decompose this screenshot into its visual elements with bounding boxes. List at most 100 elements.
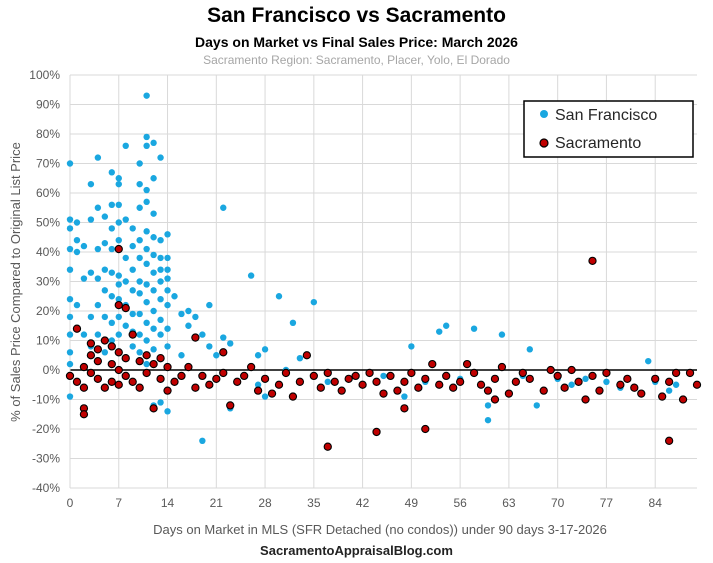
san-francisco-point — [157, 254, 164, 262]
san-francisco-point — [324, 378, 331, 385]
sacramento-point — [100, 336, 109, 345]
sacramento-point — [100, 383, 109, 392]
san-francisco-point — [213, 352, 220, 359]
san-francisco-point — [150, 210, 157, 217]
sacramento-point — [483, 386, 493, 395]
san-francisco-point — [73, 219, 81, 226]
sacramento-point — [107, 359, 116, 369]
san-francisco-point — [150, 234, 157, 241]
san-francisco-point — [206, 301, 213, 309]
san-francisco-point — [66, 313, 74, 321]
san-francisco-point — [122, 278, 129, 285]
y-tick-label: -10% — [32, 393, 60, 407]
san-francisco-point — [129, 266, 136, 273]
sacramento-point — [149, 359, 158, 369]
san-francisco-point — [66, 245, 74, 253]
san-francisco-point — [108, 201, 116, 208]
y-tick-label: 100% — [29, 68, 60, 82]
san-francisco-point — [136, 278, 143, 285]
san-francisco-point — [206, 343, 213, 350]
y-tick-label: -30% — [32, 452, 60, 466]
sacramento-point — [121, 303, 130, 313]
sacramento-point — [65, 371, 75, 381]
sacramento-point — [365, 368, 374, 378]
san-francisco-point — [401, 393, 408, 400]
sacramento-point — [525, 374, 534, 383]
sacramento-point — [323, 442, 332, 451]
san-francisco-point — [150, 325, 157, 332]
san-francisco-point — [150, 175, 157, 182]
sacramento-point — [135, 383, 144, 392]
x-tick-label: 28 — [258, 496, 272, 510]
san-francisco-point — [227, 340, 234, 347]
sacramento-point — [79, 383, 89, 392]
san-francisco-point — [94, 204, 102, 211]
sacramento-point — [93, 374, 103, 383]
san-francisco-point — [115, 219, 122, 226]
sacramento-point — [539, 386, 548, 395]
sacramento-point — [260, 374, 270, 383]
san-francisco-point — [143, 360, 150, 368]
san-francisco-point — [94, 301, 102, 309]
sacramento-point — [240, 371, 249, 381]
san-francisco-point — [157, 399, 164, 406]
sacramento-point — [156, 354, 165, 363]
san-francisco-point — [143, 260, 150, 267]
san-francisco-point — [143, 186, 150, 194]
x-tick-label: 0 — [67, 496, 74, 510]
x-tick-label: 14 — [161, 496, 175, 510]
x-tick-label: 77 — [600, 496, 614, 510]
san-francisco-point — [66, 266, 74, 273]
san-francisco-point — [150, 346, 157, 353]
sacramento-point — [233, 377, 242, 386]
sacramento-point — [253, 386, 263, 395]
san-francisco-point — [157, 154, 164, 161]
san-francisco-point — [143, 281, 150, 288]
san-francisco-point — [108, 269, 116, 276]
san-francisco-point — [157, 296, 164, 303]
y-tick-label: 90% — [36, 98, 60, 112]
san-francisco-point — [443, 322, 450, 329]
sacramento-point — [302, 351, 312, 360]
sacramento-point — [455, 377, 465, 386]
san-francisco-point — [66, 349, 74, 356]
san-francisco-point — [171, 293, 178, 300]
san-francisco-point — [66, 360, 74, 368]
sacramento-point — [469, 368, 479, 378]
sacramento-point — [107, 377, 116, 386]
san-francisco-point — [526, 346, 533, 353]
sacramento-point — [177, 371, 186, 381]
san-francisco-point — [66, 296, 74, 303]
series-san-francisco — [66, 92, 680, 444]
y-tick-label: -40% — [32, 481, 60, 495]
chart-title: San Francisco vs Sacramento — [207, 4, 506, 27]
sacramento-point — [379, 389, 388, 398]
san-francisco-point — [115, 281, 122, 288]
san-francisco-point — [136, 310, 143, 318]
sacramento-point — [435, 380, 444, 389]
san-francisco-point — [164, 275, 171, 282]
san-francisco-point — [115, 331, 122, 338]
san-francisco-point — [115, 175, 122, 182]
data-points — [65, 92, 702, 451]
sacramento-point — [386, 371, 395, 381]
san-francisco-point — [115, 237, 122, 244]
sacramento-point — [393, 386, 402, 395]
sacramento-point — [198, 371, 207, 381]
y-tick-label: 70% — [36, 157, 60, 171]
san-francisco-point — [157, 316, 164, 324]
sacramento-point — [664, 436, 674, 445]
sacramento-point — [93, 345, 103, 354]
sacramento-point — [114, 244, 123, 254]
sacramento-point — [86, 368, 96, 378]
san-francisco-point — [150, 307, 157, 315]
san-francisco-point — [199, 331, 206, 338]
san-francisco-point — [129, 225, 136, 232]
san-francisco-point — [164, 301, 171, 309]
san-francisco-point — [143, 298, 150, 306]
san-francisco-point — [150, 269, 157, 276]
sacramento-point — [170, 377, 179, 386]
sacramento-point — [588, 371, 597, 381]
y-tick-label: -20% — [32, 422, 60, 436]
